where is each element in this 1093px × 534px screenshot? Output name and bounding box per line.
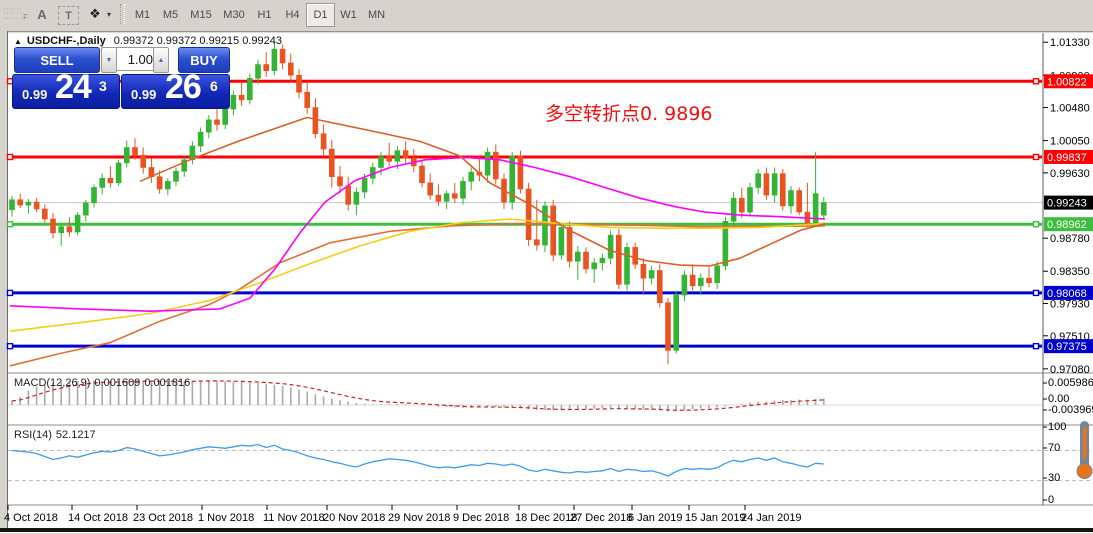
collapse-triangle-icon[interactable]: ▲ bbox=[14, 37, 22, 46]
timeframe-button-m30[interactable]: M30 bbox=[223, 9, 245, 21]
sell-price-sup: 3 bbox=[99, 78, 107, 94]
rsi-value: 52.1217 bbox=[55, 429, 96, 441]
thermometer-icon bbox=[1073, 420, 1093, 480]
macd-label: MACD(12,26,9) bbox=[14, 377, 91, 389]
buy-price-big: 26 bbox=[165, 68, 202, 106]
buy-price-prefix: 0.99 bbox=[131, 87, 157, 102]
macd-value-signal: 0.001816 bbox=[144, 377, 191, 389]
arrow-objects-icon[interactable]: ❖ bbox=[89, 6, 101, 21]
symbol-period: USDCHF-,Daily bbox=[26, 35, 106, 47]
sell-price-panel[interactable]: 0.99 24 3 bbox=[12, 68, 120, 109]
crosshair-grid-icon[interactable]: ······ ······ ······F bbox=[3, 5, 29, 22]
timeframe-button-h4[interactable]: H4 bbox=[285, 9, 300, 21]
timeframe-button-m15[interactable]: M15 bbox=[190, 9, 212, 21]
buy-button[interactable]: BUY bbox=[178, 47, 230, 73]
timeframe-button-h1[interactable]: H1 bbox=[257, 9, 272, 21]
sell-price-prefix: 0.99 bbox=[22, 87, 48, 102]
toolbar-separator bbox=[120, 4, 125, 24]
time-axis[interactable] bbox=[8, 506, 1042, 528]
timeframe-button-mn[interactable]: MN bbox=[367, 9, 386, 21]
rsi-label: RSI(14) bbox=[14, 429, 52, 441]
rsi-label-row: RSI(14) 52.1217 bbox=[14, 429, 100, 441]
macd-label-row: MACD(12,26,9) 0.001609 0.001816 bbox=[14, 377, 194, 389]
buy-price-panel[interactable]: 0.99 26 6 bbox=[121, 68, 230, 109]
volume-down-button[interactable]: ▼ bbox=[101, 47, 117, 73]
toolbar: ······ ······ ······F A T ❖ ▾ M1 M5 M15 M30 H1… bbox=[0, 0, 1093, 30]
volume-up-button[interactable]: ▲ bbox=[153, 47, 169, 73]
macd-value-main: 0.001609 bbox=[94, 377, 141, 389]
sell-price-big: 24 bbox=[55, 68, 92, 106]
window-bottom-edge bbox=[0, 528, 1093, 533]
arrow-objects-dropdown-icon[interactable]: ▾ bbox=[106, 9, 111, 19]
timeframe-button-m5[interactable]: M5 bbox=[162, 9, 179, 21]
timeframe-button-m1[interactable]: M1 bbox=[134, 9, 151, 21]
ohlc-values: 0.99372 0.99372 0.99215 0.99243 bbox=[113, 35, 282, 47]
text-tool-icon[interactable]: T bbox=[58, 6, 79, 25]
annotation-text: 多空转折点0. 9896 bbox=[545, 103, 713, 125]
text-label-icon[interactable]: A bbox=[37, 6, 47, 22]
chart-title: ▲ USDCHF-,Daily 0.99372 0.99372 0.99215 0.… bbox=[14, 35, 282, 47]
timeframe-button-w1[interactable]: W1 bbox=[340, 9, 357, 21]
buy-price-sup: 6 bbox=[210, 78, 218, 94]
timeframe-button-d1[interactable]: D1 bbox=[306, 3, 335, 27]
sell-button[interactable]: SELL bbox=[14, 47, 100, 73]
